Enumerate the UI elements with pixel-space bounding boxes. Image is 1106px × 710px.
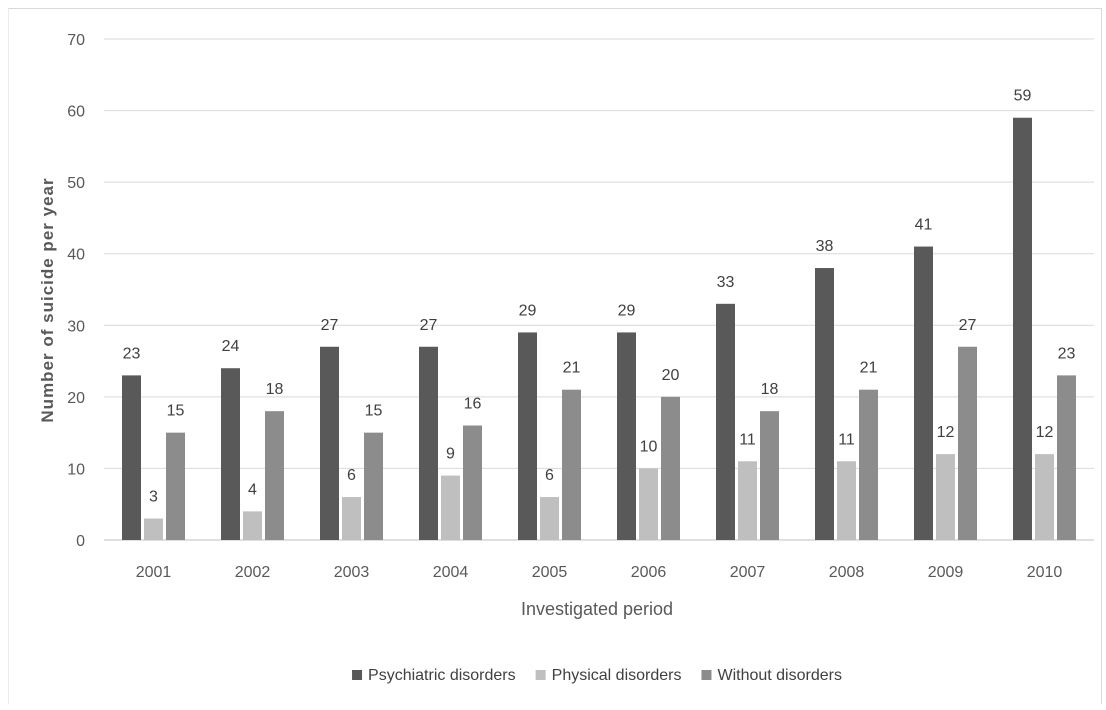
x-tick-label: 2003 bbox=[334, 564, 370, 581]
x-tick-label: 2005 bbox=[532, 564, 568, 581]
bar-without-disorders-2008 bbox=[859, 389, 878, 540]
data-label: 29 bbox=[618, 302, 636, 319]
x-tick-label: 2001 bbox=[136, 564, 172, 581]
data-label: 29 bbox=[519, 302, 537, 319]
bar-without-disorders-2010 bbox=[1057, 375, 1076, 540]
data-label: 16 bbox=[464, 395, 482, 412]
bar-psychiatric-disorders-2010 bbox=[1013, 117, 1032, 540]
y-axis-ticks: 0 10 20 30 40 50 60 70 bbox=[67, 32, 85, 550]
data-label: 12 bbox=[1036, 424, 1054, 441]
data-label: 27 bbox=[420, 317, 438, 334]
y-axis-title: Number of suicide per year bbox=[38, 177, 57, 422]
data-label: 15 bbox=[365, 403, 383, 420]
data-label: 12 bbox=[937, 424, 955, 441]
bar-physical-disorders-2003 bbox=[342, 497, 361, 540]
data-label: 38 bbox=[816, 238, 834, 255]
data-label: 33 bbox=[717, 274, 735, 291]
x-tick-label: 2008 bbox=[829, 564, 865, 581]
data-label: 24 bbox=[222, 338, 240, 355]
legend-swatch bbox=[701, 670, 712, 680]
data-labels: 23 3 15 24 4 18 27 6 15 27 9 16 29 6 21 29 10 20 33 11 18 38 1… bbox=[123, 88, 1076, 506]
data-label: 21 bbox=[860, 360, 878, 377]
y-tick-label: 10 bbox=[67, 461, 85, 478]
x-tick-label: 2004 bbox=[433, 564, 469, 581]
x-axis-title: Investigated period bbox=[521, 599, 673, 619]
data-label: 9 bbox=[446, 446, 455, 463]
y-tick-label: 20 bbox=[67, 390, 85, 407]
y-tick-label: 30 bbox=[67, 318, 85, 335]
bar-psychiatric-disorders-2006 bbox=[617, 332, 636, 540]
bar-psychiatric-disorders-2005 bbox=[518, 332, 537, 540]
bar-physical-disorders-2009 bbox=[936, 454, 955, 540]
data-label: 11 bbox=[838, 431, 855, 448]
bar-physical-disorders-2007 bbox=[738, 461, 757, 540]
bar-physical-disorders-2006 bbox=[639, 468, 658, 540]
bar-psychiatric-disorders-2002 bbox=[221, 368, 240, 540]
data-label: 6 bbox=[347, 467, 356, 484]
legend-item: Without disorders bbox=[701, 667, 842, 684]
data-label: 11 bbox=[739, 431, 756, 448]
x-tick-label: 2006 bbox=[631, 564, 667, 581]
y-tick-label: 60 bbox=[67, 104, 85, 121]
bar-physical-disorders-2010 bbox=[1035, 454, 1054, 540]
legend-label: Psychiatric disorders bbox=[368, 667, 516, 684]
x-tick-label: 2009 bbox=[928, 564, 964, 581]
bar-psychiatric-disorders-2001 bbox=[122, 375, 141, 540]
x-tick-label: 2007 bbox=[730, 564, 766, 581]
data-label: 59 bbox=[1014, 88, 1032, 105]
bar-without-disorders-2005 bbox=[562, 389, 581, 540]
data-label: 21 bbox=[563, 360, 581, 377]
y-tick-label: 0 bbox=[76, 533, 85, 550]
bar-without-disorders-2001 bbox=[166, 432, 185, 540]
y-tick-label: 40 bbox=[67, 247, 85, 264]
bar-psychiatric-disorders-2003 bbox=[320, 346, 339, 540]
bar-without-disorders-2003 bbox=[364, 432, 383, 540]
bar-without-disorders-2007 bbox=[760, 411, 779, 540]
data-label: 18 bbox=[266, 381, 284, 398]
legend-label: Physical disorders bbox=[552, 667, 682, 684]
bar-physical-disorders-2002 bbox=[243, 511, 262, 540]
data-label: 23 bbox=[123, 345, 141, 362]
x-tick-label: 2002 bbox=[235, 564, 271, 581]
data-label: 27 bbox=[959, 317, 977, 334]
bar-without-disorders-2002 bbox=[265, 411, 284, 540]
y-tick-label: 50 bbox=[67, 175, 85, 192]
bar-without-disorders-2004 bbox=[463, 425, 482, 540]
data-label: 6 bbox=[545, 467, 554, 484]
data-label: 18 bbox=[761, 381, 779, 398]
x-axis-ticks: 2001 2002 2003 2004 2005 2006 2007 2008 2009 2010 bbox=[136, 564, 1063, 581]
bar-without-disorders-2009 bbox=[958, 346, 977, 540]
bars bbox=[122, 117, 1076, 541]
bar-physical-disorders-2005 bbox=[540, 497, 559, 540]
data-label: 4 bbox=[248, 481, 257, 498]
data-label: 41 bbox=[915, 217, 933, 234]
legend-item: Physical disorders bbox=[535, 667, 682, 684]
bar-without-disorders-2006 bbox=[661, 396, 680, 540]
legend-swatch bbox=[535, 670, 546, 680]
bar-psychiatric-disorders-2004 bbox=[419, 346, 438, 540]
data-label: 3 bbox=[149, 489, 158, 506]
bar-psychiatric-disorders-2009 bbox=[914, 246, 933, 541]
y-tick-label: 70 bbox=[67, 32, 85, 49]
legend-item: Psychiatric disorders bbox=[352, 667, 516, 684]
data-label: 10 bbox=[640, 438, 658, 455]
data-label: 15 bbox=[167, 403, 185, 420]
bar-physical-disorders-2001 bbox=[144, 518, 163, 540]
legend: Psychiatric disorders Physical disorders W… bbox=[352, 667, 842, 684]
bar-psychiatric-disorders-2007 bbox=[716, 303, 735, 540]
chart-frame: 0 10 20 30 40 50 60 70 23 3 15 24 4 18 27 6 15 27 9 16 29 6 2… bbox=[8, 8, 1102, 704]
bar-physical-disorders-2008 bbox=[837, 461, 856, 540]
data-label: 27 bbox=[321, 317, 339, 334]
bar-physical-disorders-2004 bbox=[441, 475, 460, 540]
bar-psychiatric-disorders-2008 bbox=[815, 268, 834, 540]
x-tick-label: 2010 bbox=[1027, 564, 1063, 581]
legend-swatch bbox=[352, 670, 363, 680]
data-label: 23 bbox=[1058, 345, 1076, 362]
legend-label: Without disorders bbox=[717, 667, 842, 684]
data-label: 20 bbox=[662, 367, 680, 384]
